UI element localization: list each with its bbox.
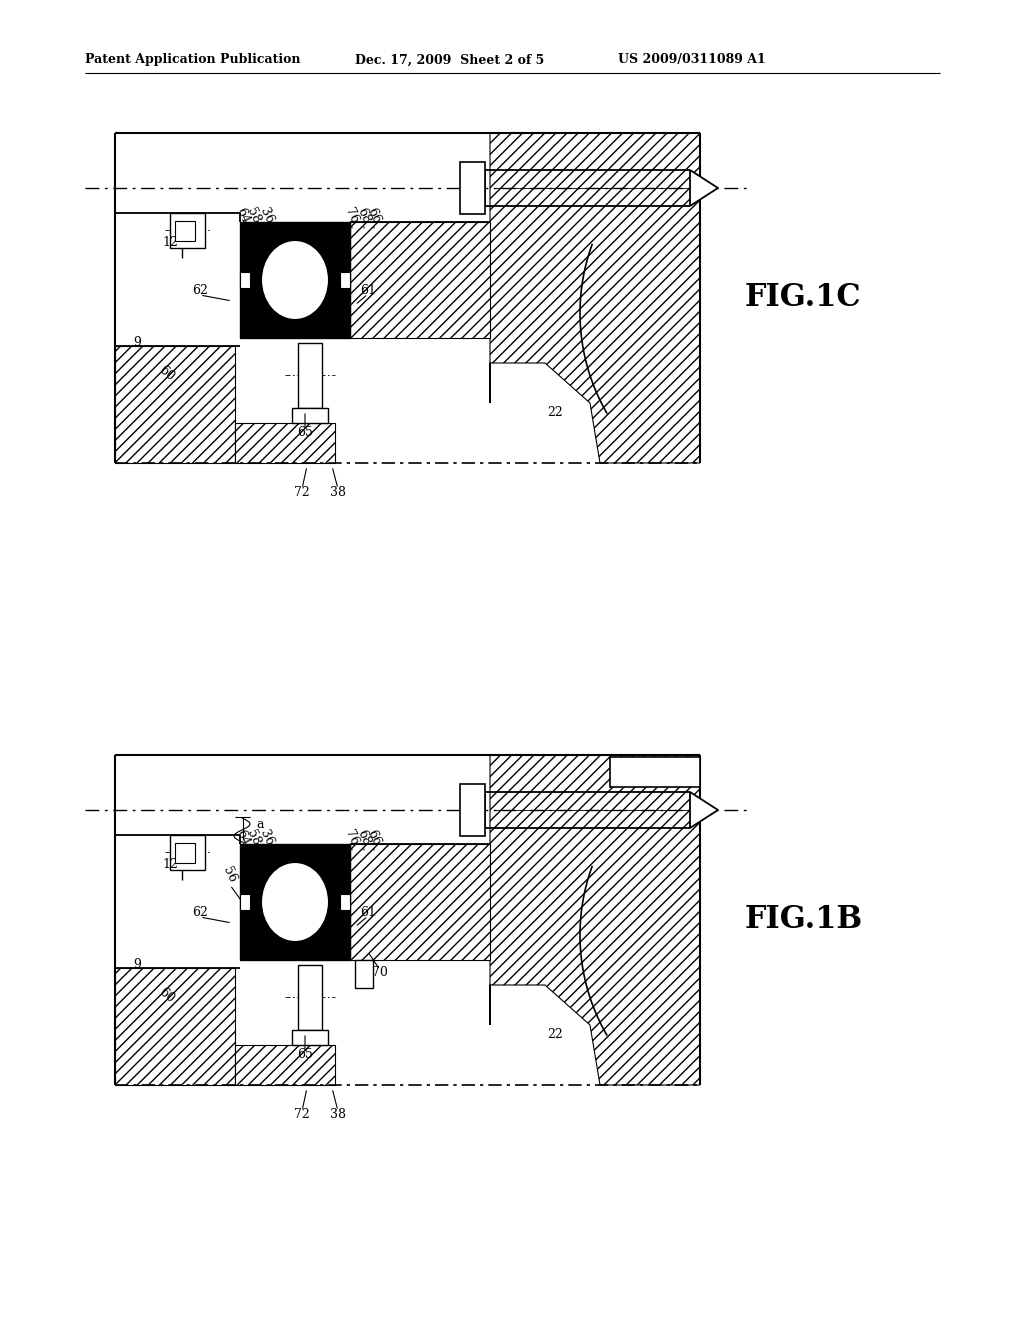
Bar: [340, 272, 350, 288]
Text: 60: 60: [157, 985, 177, 1005]
Text: 72: 72: [294, 1109, 310, 1122]
Polygon shape: [690, 792, 718, 828]
Text: Patent Application Publication: Patent Application Publication: [85, 54, 300, 66]
Bar: [460, 784, 485, 836]
Bar: [240, 222, 350, 338]
Text: 70: 70: [372, 965, 388, 978]
Text: 22: 22: [547, 1028, 563, 1041]
Polygon shape: [350, 222, 490, 338]
Text: 65: 65: [297, 1048, 313, 1061]
Text: 66: 66: [365, 206, 383, 226]
Text: 12: 12: [162, 858, 178, 871]
Text: 61: 61: [360, 284, 376, 297]
Ellipse shape: [261, 862, 329, 942]
Text: 9: 9: [133, 958, 141, 972]
Text: 22: 22: [547, 407, 563, 420]
Ellipse shape: [261, 240, 329, 319]
Text: 12: 12: [162, 236, 178, 249]
Text: 58: 58: [245, 828, 263, 847]
Text: 64: 64: [233, 206, 252, 226]
Text: FIG.1B: FIG.1B: [745, 904, 863, 936]
Bar: [340, 894, 350, 909]
Text: 66: 66: [365, 828, 383, 847]
Text: FIG.1C: FIG.1C: [745, 282, 861, 314]
Text: 36: 36: [258, 828, 276, 847]
Bar: [610, 756, 700, 787]
Polygon shape: [115, 346, 234, 463]
Bar: [175, 220, 195, 242]
Bar: [460, 162, 485, 214]
Polygon shape: [350, 843, 490, 960]
Text: 38: 38: [330, 1109, 346, 1122]
Text: 9: 9: [133, 337, 141, 350]
Text: 61: 61: [360, 906, 376, 919]
Bar: [292, 408, 328, 422]
Bar: [170, 213, 205, 248]
Bar: [298, 343, 322, 408]
Polygon shape: [234, 422, 335, 463]
Bar: [240, 843, 350, 960]
Text: 68: 68: [354, 206, 374, 226]
Text: 62: 62: [193, 285, 208, 297]
Text: a: a: [256, 818, 264, 832]
Text: 60: 60: [157, 363, 177, 383]
Text: 56: 56: [221, 865, 240, 884]
Bar: [170, 836, 205, 870]
Bar: [355, 960, 373, 987]
Text: 68: 68: [354, 828, 374, 847]
Text: 76: 76: [343, 828, 361, 847]
Text: 36: 36: [258, 206, 276, 226]
Polygon shape: [115, 968, 234, 1085]
Text: 65: 65: [297, 426, 313, 440]
Bar: [175, 843, 195, 863]
Bar: [298, 965, 322, 1030]
Text: 64: 64: [233, 828, 252, 847]
Text: US 2009/0311089 A1: US 2009/0311089 A1: [618, 54, 766, 66]
Text: 58: 58: [245, 206, 263, 226]
Polygon shape: [690, 170, 718, 206]
Bar: [240, 272, 250, 288]
Polygon shape: [490, 133, 700, 463]
Bar: [292, 1030, 328, 1045]
Polygon shape: [490, 755, 700, 1085]
Bar: [240, 894, 250, 909]
Text: 62: 62: [193, 907, 208, 920]
Text: 72: 72: [294, 487, 310, 499]
Polygon shape: [234, 1045, 335, 1085]
Text: 38: 38: [330, 487, 346, 499]
Text: Dec. 17, 2009  Sheet 2 of 5: Dec. 17, 2009 Sheet 2 of 5: [355, 54, 544, 66]
Text: 76: 76: [343, 206, 361, 226]
